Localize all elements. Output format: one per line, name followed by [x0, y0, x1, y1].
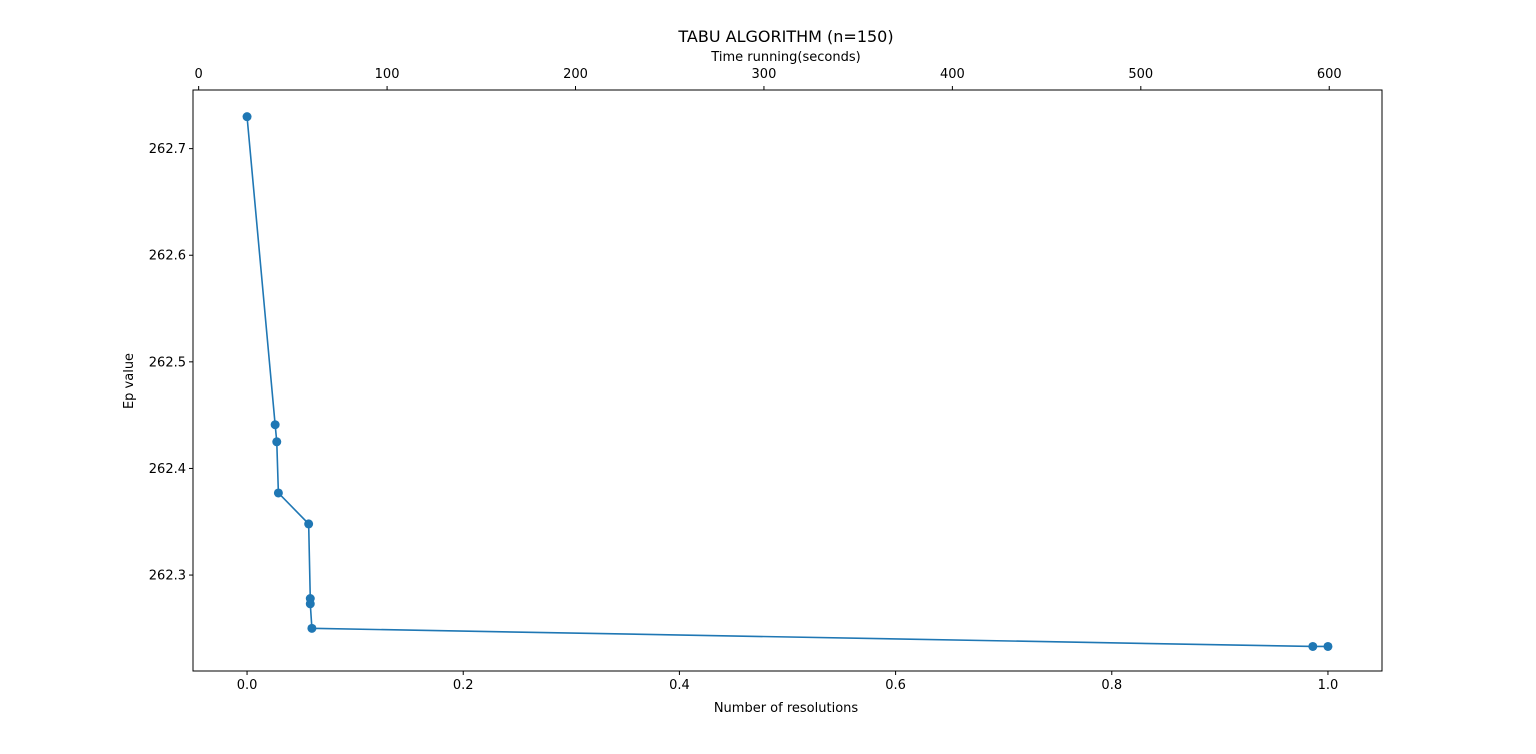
top-x-tick-label: 200 — [563, 67, 588, 82]
top-x-axis-label: Time running(seconds) — [710, 50, 860, 65]
y-tick-label: 262.5 — [149, 355, 186, 370]
data-point — [273, 488, 283, 498]
x-tick-label: 0.8 — [1101, 678, 1122, 693]
y-tick-label: 262.3 — [149, 569, 186, 584]
series-layer — [242, 112, 1333, 651]
y-tick-label: 262.7 — [149, 142, 186, 157]
top-x-tick-label: 300 — [752, 67, 777, 82]
x-tick-label: 0.4 — [669, 678, 690, 693]
data-point — [1308, 641, 1318, 651]
x-tick-label: 0.2 — [453, 678, 474, 693]
data-point — [272, 437, 282, 447]
data-point — [307, 623, 317, 633]
x-tick-label: 0.6 — [885, 678, 906, 693]
data-point — [1323, 641, 1333, 651]
data-point — [242, 112, 252, 122]
plot-frame — [192, 89, 1383, 672]
chart-title: TABU ALGORITHM (n=150) — [677, 27, 893, 46]
data-point — [305, 599, 315, 609]
top-x-tick-label: 600 — [1317, 67, 1342, 82]
x-tick-label: 1.0 — [1318, 678, 1339, 693]
top-x-tick-label: 100 — [375, 67, 400, 82]
x-axis-label: Number of resolutions — [714, 701, 859, 716]
x-tick-label: 0.0 — [237, 678, 258, 693]
y-axis-label: Ep value — [122, 353, 137, 409]
series-line — [246, 116, 1328, 648]
ticks-layer: 0.0 0.2 0.4 0.6 0.8 1.0 262.3 262.4 262.5 262.6 26… — [149, 67, 1342, 693]
data-point — [304, 519, 314, 529]
top-x-tick-label: 500 — [1128, 67, 1153, 82]
top-x-tick-label: 400 — [940, 67, 965, 82]
y-tick-label: 262.4 — [149, 462, 186, 477]
data-point — [270, 420, 280, 430]
y-tick-label: 262.6 — [149, 249, 186, 264]
top-x-tick-label: 0 — [195, 67, 203, 82]
